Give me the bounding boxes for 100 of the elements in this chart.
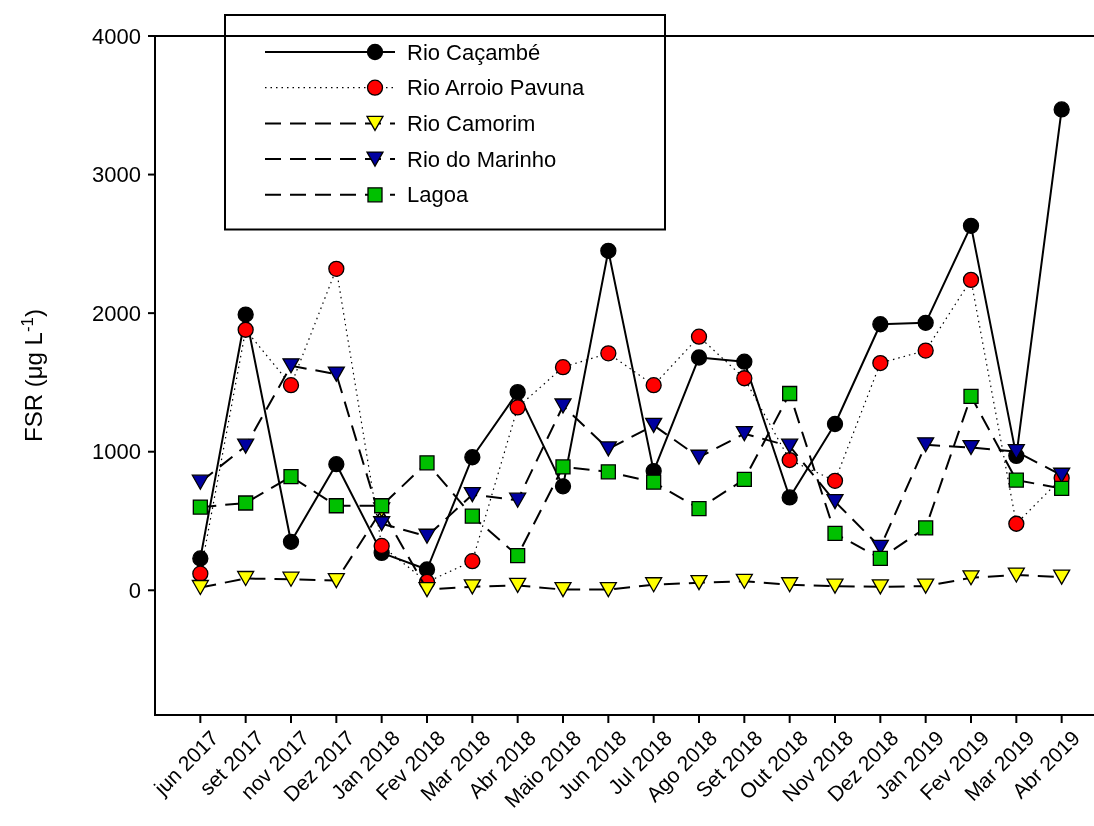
legend-label: Rio do Marinho (407, 146, 557, 172)
point (1007, 567, 1025, 583)
point (554, 398, 572, 414)
point (826, 415, 844, 433)
point (736, 471, 752, 488)
point (373, 516, 391, 532)
point (646, 474, 662, 490)
point (645, 377, 662, 394)
point (736, 370, 753, 387)
point (282, 533, 300, 550)
point (237, 438, 255, 454)
legend-label: Rio Caçambé (407, 39, 541, 65)
point (463, 487, 481, 503)
point (373, 537, 390, 555)
point (962, 271, 980, 289)
point (191, 579, 209, 596)
point (192, 499, 208, 515)
legend-label: Lagoa (407, 182, 469, 208)
point (237, 570, 255, 587)
point (691, 500, 707, 517)
point (872, 550, 888, 567)
legend-label: Rio Camorim (407, 110, 536, 136)
point (191, 474, 209, 490)
point (282, 571, 300, 587)
point (554, 478, 572, 495)
y-tick-label: 2000 (92, 300, 141, 326)
point (917, 314, 934, 331)
point (328, 456, 345, 473)
y-tick-label: 3000 (92, 162, 141, 188)
point (374, 498, 390, 514)
point (826, 472, 844, 489)
point (238, 495, 254, 511)
point (1007, 444, 1025, 460)
point (1053, 101, 1070, 118)
point (645, 417, 663, 434)
point (599, 441, 617, 457)
point (1054, 480, 1070, 497)
y-tick-label: 0 (128, 577, 141, 603)
point (962, 570, 980, 586)
point (418, 528, 436, 544)
point (554, 581, 572, 598)
point (192, 550, 209, 567)
point (917, 342, 934, 359)
point (963, 388, 979, 404)
point (1008, 515, 1025, 532)
point (917, 578, 935, 594)
point (690, 349, 708, 366)
point (327, 366, 345, 382)
point (555, 459, 571, 475)
point (192, 565, 209, 582)
point (509, 399, 526, 416)
point (735, 426, 753, 442)
point (599, 581, 617, 598)
point (736, 353, 753, 370)
y-tick-label: 1000 (92, 439, 141, 465)
point (690, 328, 708, 345)
point (464, 508, 480, 524)
point (510, 547, 526, 564)
point (419, 455, 435, 471)
point (781, 451, 798, 469)
point (872, 316, 889, 333)
point (962, 217, 980, 234)
point (645, 577, 663, 593)
point (464, 553, 481, 570)
point (1008, 472, 1024, 488)
point (690, 449, 708, 465)
point (600, 464, 616, 480)
point (237, 306, 254, 323)
point (826, 578, 844, 594)
point (781, 438, 799, 454)
point (1053, 569, 1071, 585)
point (283, 469, 299, 485)
point (917, 437, 935, 453)
point (827, 525, 843, 542)
point (282, 358, 300, 374)
point (962, 439, 980, 456)
point (418, 581, 436, 598)
point (918, 520, 934, 536)
point (328, 498, 344, 514)
legend-label: Rio Arroio Pavuna (407, 75, 586, 101)
point (509, 383, 526, 401)
point (690, 575, 708, 591)
point (463, 579, 481, 595)
point (237, 321, 254, 338)
point (600, 345, 617, 362)
point (464, 449, 481, 466)
point (782, 385, 798, 402)
point (1053, 467, 1071, 483)
point (781, 577, 799, 593)
point (872, 354, 889, 372)
point (554, 359, 572, 376)
point (509, 577, 527, 594)
point (282, 377, 300, 394)
point (509, 492, 527, 508)
y-tick-label: 4000 (92, 23, 141, 49)
point (600, 242, 617, 259)
point (328, 260, 345, 277)
point (871, 579, 889, 595)
point (735, 573, 753, 589)
point (781, 489, 798, 506)
